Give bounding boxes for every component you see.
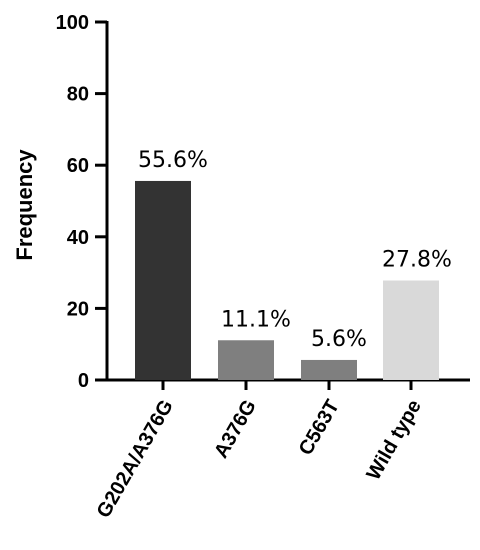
data-label: 11.1% xyxy=(221,307,291,332)
y-tick-label: 0 xyxy=(78,370,89,392)
bars xyxy=(135,180,439,380)
y-tick-label: 20 xyxy=(67,298,89,320)
x-tick-label: Wild type xyxy=(362,396,425,484)
x-tick-label: A376G xyxy=(210,396,261,462)
y-axis-label: Frequency xyxy=(12,149,37,261)
y-tick-label: 40 xyxy=(67,227,89,249)
data-label: 55.6% xyxy=(138,148,208,173)
bar xyxy=(383,280,439,380)
data-labels: 55.6% 11.1% 5.6% 27.8% xyxy=(138,148,452,352)
category-labels: G202A/A376G A376G C563T Wild type xyxy=(93,396,426,522)
y-tick-label: 60 xyxy=(67,155,89,177)
x-axis xyxy=(106,378,470,390)
y-tick-label: 80 xyxy=(67,84,89,106)
bar xyxy=(301,359,357,380)
bar xyxy=(218,340,274,380)
y-axis: 0 20 40 60 80 100 xyxy=(56,12,109,392)
bar xyxy=(135,180,191,380)
x-tick-label: G202A/A376G xyxy=(93,396,178,522)
data-label: 5.6% xyxy=(311,327,367,352)
y-tick-label: 100 xyxy=(56,12,89,34)
x-tick-label: C563T xyxy=(295,396,344,459)
data-label: 27.8% xyxy=(382,247,452,272)
